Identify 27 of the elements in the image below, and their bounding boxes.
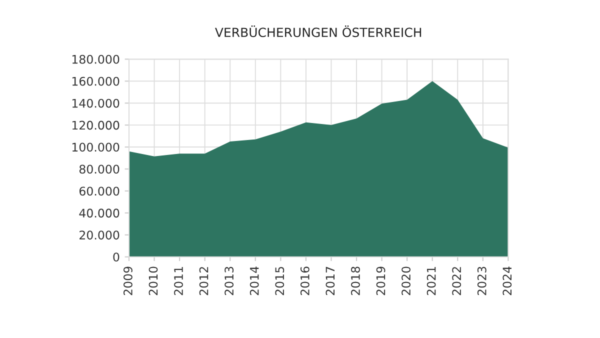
- y-tick-label: 140.000: [72, 98, 120, 108]
- x-tick-label: 2011: [174, 267, 183, 296]
- x-tick-label: 2022: [452, 267, 462, 296]
- x-tick-label: 2013: [224, 266, 234, 296]
- x-tick-label: 2017: [326, 266, 335, 296]
- x-tick-label: 2024: [502, 266, 512, 296]
- x-tick-label: 2020: [402, 266, 411, 296]
- y-tick-label: 60.000: [79, 186, 120, 196]
- y-tick-label: 120.000: [72, 120, 120, 130]
- x-tick-label: 2010: [148, 266, 158, 296]
- x-tick-label: 2009: [123, 266, 132, 296]
- y-tick-label: 20.000: [80, 230, 120, 240]
- x-tick-label: 2019: [376, 266, 386, 296]
- y-tick-label: 100.000: [72, 142, 120, 152]
- y-tick-label: 40.000: [79, 208, 120, 218]
- y-tick-label: 160.000: [72, 76, 120, 86]
- x-tick-label: 2018: [351, 266, 360, 296]
- y-tick-label: 0: [113, 252, 120, 262]
- chart-title: VERBÜCHERUNGEN ÖSTERREICH: [215, 26, 422, 38]
- y-tick-label: 180.000: [72, 54, 120, 64]
- x-tick-label: 2021: [426, 267, 436, 296]
- x-tick-label: 2015: [275, 266, 284, 296]
- x-tick-label: 2014: [250, 266, 259, 296]
- x-tick-label: 2012: [199, 267, 208, 296]
- x-tick-label: 2016: [300, 266, 310, 296]
- x-tick-label: 2023: [477, 266, 486, 296]
- y-tick-label: 80.000: [79, 164, 120, 174]
